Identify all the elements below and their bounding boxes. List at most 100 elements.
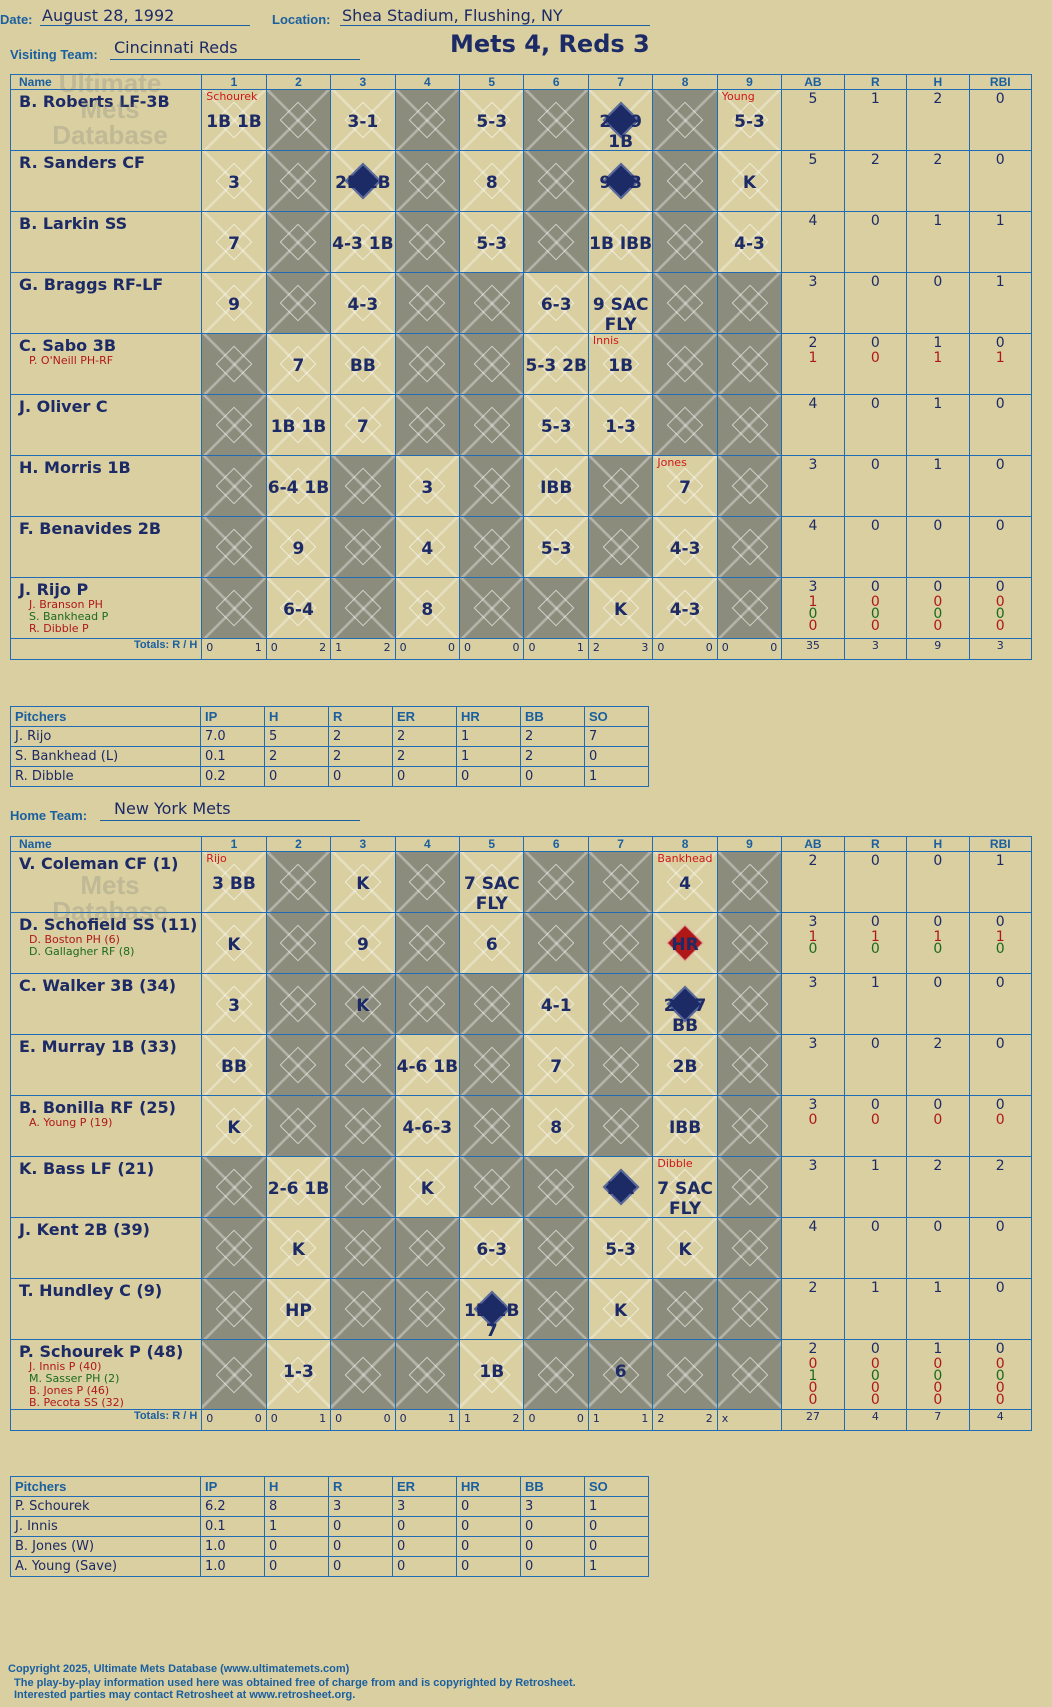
table-row: G. Braggs RF-LF 9 4-3 6-3 9 SAC FLY 3 0 0 1 [9,272,1032,334]
visitors-player-cell: H. Morris 1B [9,455,203,517]
home-at-bat-cell [459,973,525,1035]
pitching-stat: 2 [264,746,329,767]
visitors-at-bat-cell: 1B 1B Schourek [201,89,267,151]
home-at-bat-cell [652,1339,718,1410]
visitors-at-bat-cell: 7 Jones [652,455,718,517]
play-result: 7 SAC FLY [463,874,520,913]
substitute-name: J. Branson PH [29,598,103,611]
home-at-bat-cell [716,1034,783,1096]
play-result: 1B 1B [206,112,262,132]
substitute-name: D. Boston PH (6) [29,933,120,946]
stat-value: 1 [933,1341,943,1357]
visitors-at-bat-cell [265,211,332,273]
play-result: K [614,1301,628,1321]
inning-hits: 1 [448,1412,456,1425]
game-title: Mets 4, Reds 3 [450,30,650,58]
home-at-bat-cell: 1-3 [265,1339,332,1410]
pitching-stat: 0 [584,1516,649,1537]
play-result: 3-1 [347,112,379,132]
home-at-bat-cell [523,1217,589,1279]
visitors-rbi-cell: 0 [968,150,1032,212]
base-diamond [666,406,704,444]
stat-value: 1 [995,853,1005,869]
home-scorecard: Name 1 2 3 4 5 6 7 8 9 AB R H RBI V. Coleman CF (1) 3 B… [9,836,1032,1431]
home-at-bat-cell [394,1278,461,1340]
home-at-bat-cell [265,851,332,913]
inning-runs: 2 [592,641,600,654]
play-result: 4-3 [669,600,701,620]
stat-value: 0 [933,1380,943,1396]
base-diamond [344,1356,382,1393]
visitors-pitching-header-ip: IP [200,706,265,727]
home-at-bat-cell [265,1034,332,1096]
visitors-inning-header-6: 6 [523,74,589,90]
stat-value: 0 [995,518,1005,534]
visitors-at-bat-cell [652,150,718,212]
stat-value: 3 [808,457,818,473]
inning-runs: 1 [592,1412,600,1425]
home-at-bat-cell: IBB [652,1095,718,1157]
visitors-rbi-cell: 0 [968,455,1032,517]
visitors-ab-cell: 4 [781,394,845,456]
visitors-player-cell: G. Braggs RF-LF [9,272,203,334]
table-row: K. Bass LF (21) 2-6 1B K HR 7 SAC FLY Dibble 3… [9,1156,1032,1218]
stat-value: 0 [808,1112,818,1128]
inning-hits: 1 [641,1412,649,1425]
play-result: 1B 2B 7 [464,1301,520,1340]
inning-hits: 0 [448,641,456,654]
pitching-stat: 5 [264,726,329,747]
play-result: 7 [356,417,369,437]
home-inning-header-2: 2 [265,836,332,852]
play-result: K [678,1240,692,1260]
visitors-at-bat-cell: 3 [201,150,267,212]
stat-value: 0 [870,274,880,290]
home-at-bat-cell [459,1034,525,1096]
location-label: Location: [272,12,331,27]
visitors-at-bat-cell: 4 [394,516,461,578]
pitching-stat: 1 [456,746,521,767]
base-diamond [408,1356,446,1393]
inning-hits: 0 [705,641,713,654]
home-at-bat-cell [394,1339,461,1410]
play-result: 7 [228,234,240,254]
home-at-bat-cell: 2B [652,1034,718,1096]
home-at-bat-cell: 1B 2B 7 [459,1278,525,1340]
stat-value: 0 [870,914,880,930]
home-player-cell: P. Schourek P (48) J. Innis P (40) M. Sass… [9,1339,203,1410]
stat-value: 1 [933,396,943,412]
inning-runs: 0 [657,641,665,654]
base-diamond [280,863,317,901]
base-diamond [280,101,317,139]
play-result: 9 [228,295,240,315]
visitors-at-bat-cell [587,516,654,578]
home-h-cell: 2 [906,1034,970,1096]
home-player-cell: T. Hundley C (9) [9,1278,203,1340]
inning-hits: 3 [641,641,649,654]
home-at-bat-cell [201,1278,267,1340]
stat-value: 0 [870,518,880,534]
player-name: V. Coleman CF (1) [19,854,179,873]
home-at-bat-cell: 2-6 1B [265,1156,332,1218]
totals-label: Totals: R / H [9,1409,203,1431]
base-diamond [473,1046,511,1084]
stat-value: 0 [870,1112,880,1128]
home-at-bat-cell: 6 [459,912,525,974]
base-diamond [666,1290,704,1328]
stat-value: 0 [995,457,1005,473]
home-player-cell: E. Murray 1B (33) [9,1034,203,1096]
home-player-cell: K. Bass LF (21) [9,1156,203,1218]
base-diamond [731,1356,768,1393]
home-r-cell: 0 [843,1034,908,1096]
stat-value: 0 [808,941,818,957]
visitors-rbi-cell: 0 [968,394,1032,456]
substitute-name: B. Jones P (46) [29,1384,110,1397]
base-diamond [731,1107,768,1145]
base-diamond [537,924,575,962]
visitors-at-bat-cell [330,516,396,578]
visitors-pitching-header-bb: BB [520,706,585,727]
